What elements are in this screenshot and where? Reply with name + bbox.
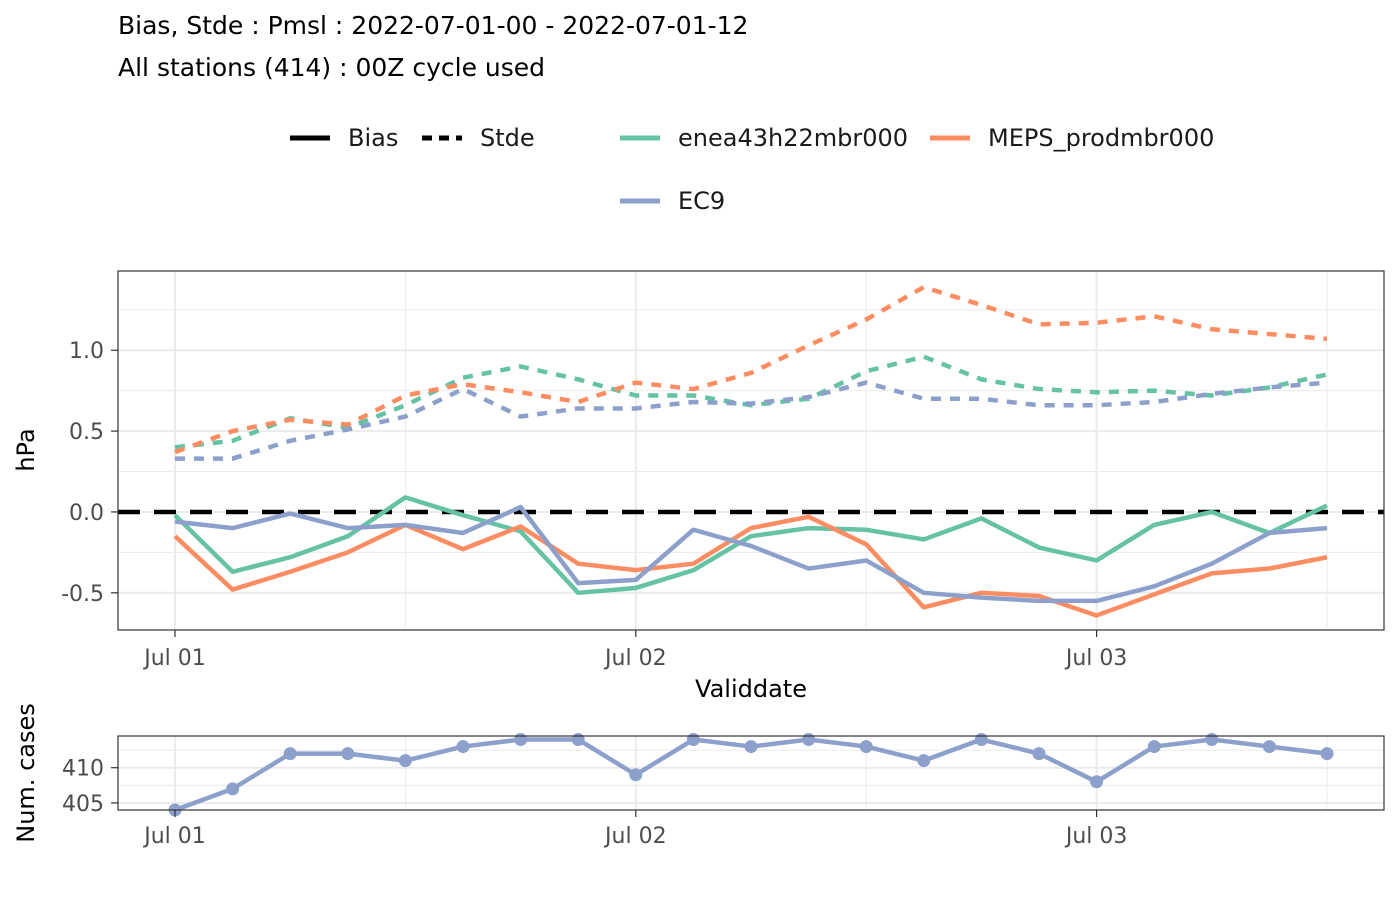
cases-point <box>226 782 240 796</box>
main-panel: 1.0 0.5 0.0 -0.5 Jul 01 Jul 02 Jul 03 Validdat… <box>12 270 1385 703</box>
cases-point <box>283 747 297 761</box>
cases-y-tick-label: 410 <box>62 757 104 782</box>
x-axis-title: Validdate <box>695 675 807 703</box>
cases-point <box>1032 747 1046 761</box>
legend-label-ec9: EC9 <box>678 187 725 215</box>
y-tick-label: 1.0 <box>69 339 104 364</box>
cases-point <box>686 733 700 747</box>
series-line-meps-prodmbr000-bias <box>173 514 1328 618</box>
legend: Bias Stde enea43h22mbr000 MEPS_prodmbr00… <box>290 124 1214 215</box>
cases-point <box>1320 747 1334 761</box>
x-tick-label: Jul 02 <box>603 646 667 671</box>
chart-subtitle: All stations (414) : 00Z cycle used <box>118 53 545 82</box>
series-line-ec9-bias <box>174 504 1328 604</box>
x-tick-label: Jul 03 <box>1064 646 1128 671</box>
y-axis-title: hPa <box>12 428 40 471</box>
cases-point <box>456 740 470 754</box>
cases-gridlines <box>118 736 1384 810</box>
main-series <box>173 284 1328 618</box>
main-axis-ticks: 1.0 0.5 0.0 -0.5 Jul 01 Jul 02 Jul 03 <box>61 339 1127 671</box>
series-line-enea43h22mbr000-bias <box>173 495 1328 596</box>
y-tick-label: 0.0 <box>69 501 104 526</box>
cases-point <box>917 754 931 768</box>
cases-point <box>802 733 816 747</box>
main-gridlines <box>118 271 1384 630</box>
cases-panel: 410 405 Jul 01 Jul 02 Jul 03 Num. cases <box>12 703 1385 849</box>
legend-label-bias: Bias <box>348 124 398 152</box>
cases-x-tick-label: Jul 01 <box>142 824 206 849</box>
cases-x-tick-label: Jul 02 <box>603 824 667 849</box>
series-line-ec9-stde <box>175 380 1328 461</box>
cases-point <box>571 733 585 747</box>
cases-point <box>859 740 873 754</box>
legend-label-meps: MEPS_prodmbr000 <box>988 124 1214 152</box>
cases-point <box>1147 740 1161 754</box>
legend-label-stde: Stde <box>480 124 535 152</box>
cases-axis-ticks: 410 405 Jul 01 Jul 02 Jul 03 <box>62 757 1127 849</box>
cases-point <box>629 768 643 782</box>
cases-point <box>398 754 412 768</box>
y-tick-label: -0.5 <box>61 582 104 607</box>
cases-point <box>1205 733 1219 747</box>
series-line-meps-prodmbr000-stde <box>174 284 1328 455</box>
cases-x-tick-label: Jul 03 <box>1064 824 1128 849</box>
cases-point <box>744 740 758 754</box>
cases-point <box>1090 775 1104 789</box>
cases-panel-border <box>117 735 1385 811</box>
main-panel-border <box>117 270 1385 631</box>
cases-point <box>1262 740 1276 754</box>
x-tick-label: Jul 01 <box>142 646 206 671</box>
cases-y-tick-label: 405 <box>62 792 104 817</box>
cases-point <box>341 747 355 761</box>
cases-y-axis-title: Num. cases <box>12 703 40 842</box>
legend-label-enea: enea43h22mbr000 <box>678 124 908 152</box>
chart-title: Bias, Stde : Pmsl : 2022-07-01-00 - 2022… <box>118 11 748 40</box>
cases-point <box>514 733 528 747</box>
cases-point <box>974 733 988 747</box>
y-tick-label: 0.5 <box>69 420 104 445</box>
